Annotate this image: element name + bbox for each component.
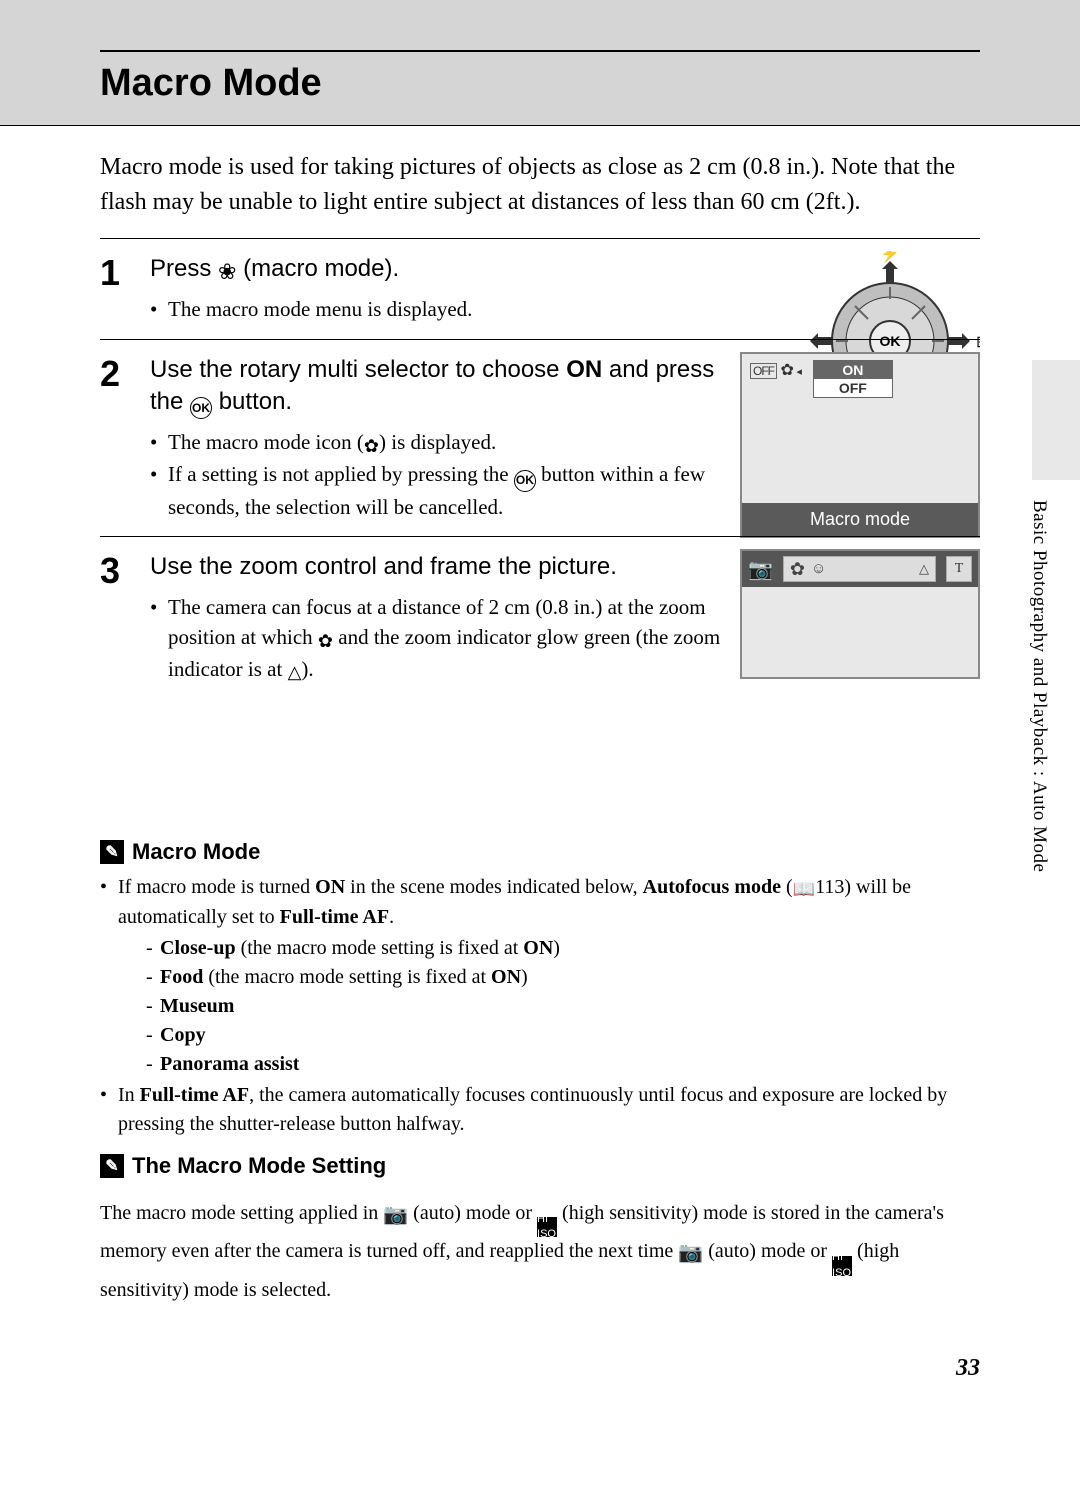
page-title: Macro Mode	[100, 50, 980, 105]
intro-paragraph: Macro mode is used for taking pictures o…	[100, 150, 980, 220]
lcd-footer-label: Macro mode	[742, 503, 978, 536]
step-2: 2 Use the rotary multi selector to choos…	[100, 339, 980, 537]
t: Food	[160, 966, 203, 988]
fulltime-af-label: Full-time AF	[280, 906, 389, 928]
hi-iso-icon: HI ISO	[832, 1256, 852, 1276]
step-heading: Use the rotary multi selector to choose …	[150, 354, 730, 419]
lcd-status-icons: OFF ✿ ◂	[750, 360, 801, 380]
t: If macro mode is turned	[118, 876, 315, 898]
step-bullet: The macro mode icon (✿) is displayed.	[150, 427, 730, 459]
t: ON	[523, 937, 553, 959]
t: Museum	[160, 995, 234, 1017]
macro-icon: ✿	[790, 559, 805, 580]
face-icon: ☺	[811, 561, 826, 578]
camera-icon: 📷	[383, 1201, 408, 1230]
note-bullet: In Full-time AF, the camera automaticall…	[100, 1081, 980, 1139]
t: in the scene modes indicated below,	[345, 876, 643, 898]
page-ref: 113	[815, 876, 844, 898]
t: button.	[212, 388, 292, 415]
header-band: Macro Mode	[0, 0, 1080, 126]
autofocus-label: Autofocus mode	[643, 876, 781, 898]
macro-icon: ✿	[364, 433, 379, 459]
lcd-options: ON OFF	[813, 360, 893, 398]
camera-icon: 📷	[748, 557, 773, 582]
book-icon: 📖	[793, 876, 815, 902]
step-bullet: The macro mode menu is displayed.	[150, 294, 730, 324]
note-paragraph: The macro mode setting applied in 📷 (aut…	[100, 1199, 980, 1306]
t: ON	[491, 966, 521, 988]
step-1: 1 Press ❀ (macro mode). The macro mode m…	[100, 238, 980, 339]
step-number: 3	[100, 551, 150, 589]
triangle-icon: △	[288, 659, 302, 685]
t: Panorama assist	[160, 1053, 299, 1075]
t: ) is displayed.	[379, 430, 496, 454]
t: ).	[301, 657, 313, 681]
thumb-tab	[1032, 360, 1080, 480]
fulltime-af-label: Full-time AF	[140, 1084, 249, 1106]
t: )	[521, 966, 528, 988]
note-sub-item: Copy	[146, 1021, 980, 1050]
note-title-text: Macro Mode	[132, 839, 260, 865]
pencil-icon: ✎	[100, 840, 124, 864]
step-heading: Use the zoom control and frame the pictu…	[150, 551, 730, 583]
step-bullet: The camera can focus at a distance of 2 …	[150, 592, 730, 686]
t: (auto) mode or	[703, 1240, 832, 1262]
step-head-text2: (macro mode).	[236, 255, 399, 282]
t: (the macro mode setting is fixed at	[203, 966, 491, 988]
step-number: 1	[100, 253, 150, 291]
ok-icon: OK	[514, 470, 536, 492]
t: )	[553, 937, 560, 959]
step-number: 2	[100, 354, 150, 392]
lcd-macro-menu: OFF ✿ ◂ ON OFF Macro mode	[740, 352, 980, 538]
tele-icon: T	[946, 556, 972, 582]
note-title-macro-setting: ✎ The Macro Mode Setting	[100, 1153, 980, 1179]
macro-icon: ✿	[780, 362, 792, 379]
note-sub-item: Close-up (the macro mode setting is fixe…	[146, 934, 980, 963]
t: (the macro mode setting is fixed at	[236, 937, 524, 959]
camera-icon: 📷	[678, 1239, 703, 1268]
on-label: ON	[566, 356, 602, 383]
note-sub-item: Panorama assist	[146, 1050, 980, 1079]
macro-icon: ✿	[318, 628, 333, 654]
svg-text:⚡: ⚡	[880, 251, 900, 263]
note-sub-item: Food (the macro mode setting is fixed at…	[146, 963, 980, 992]
off-icon: OFF	[750, 363, 777, 379]
t: The macro mode setting applied in	[100, 1202, 383, 1224]
macro-icon: ❀	[218, 257, 236, 287]
t: Close-up	[160, 937, 236, 959]
t: (auto) mode or	[408, 1202, 537, 1224]
page-number: 33	[0, 1355, 1080, 1412]
zoom-indicator-box: ✿ ☺ △	[783, 556, 936, 582]
lcd-option-on: ON	[814, 361, 892, 379]
t: Copy	[160, 1024, 206, 1046]
ok-icon: OK	[190, 397, 212, 419]
step-bullet: If a setting is not applied by pressing …	[150, 459, 730, 522]
t: The macro mode icon (	[168, 430, 364, 454]
triangle-icon: △	[919, 561, 929, 577]
on-label: ON	[315, 876, 345, 898]
hi-iso-icon: HI ISO	[537, 1217, 557, 1237]
t: If a setting is not applied by pressing …	[168, 462, 514, 486]
note-title-text: The Macro Mode Setting	[132, 1153, 386, 1179]
side-section-label: Basic Photography and Playback : Auto Mo…	[1028, 500, 1050, 872]
t: In	[118, 1084, 140, 1106]
t: Use the rotary multi selector to choose	[150, 356, 566, 383]
t: .	[389, 906, 394, 928]
note-bullet: If macro mode is turned ON in the scene …	[100, 873, 980, 1078]
lcd-option-off: OFF	[814, 379, 892, 397]
step-head-text: Press	[150, 255, 218, 282]
step-3: 3 Use the zoom control and frame the pic…	[100, 536, 980, 699]
note-title-macro-mode: ✎ Macro Mode	[100, 839, 980, 865]
lcd-zoom-figure: 📷 ✿ ☺ △ T	[740, 549, 980, 679]
pencil-icon: ✎	[100, 1154, 124, 1178]
note-sub-item: Museum	[146, 992, 980, 1021]
step-heading: Press ❀ (macro mode).	[150, 253, 730, 287]
